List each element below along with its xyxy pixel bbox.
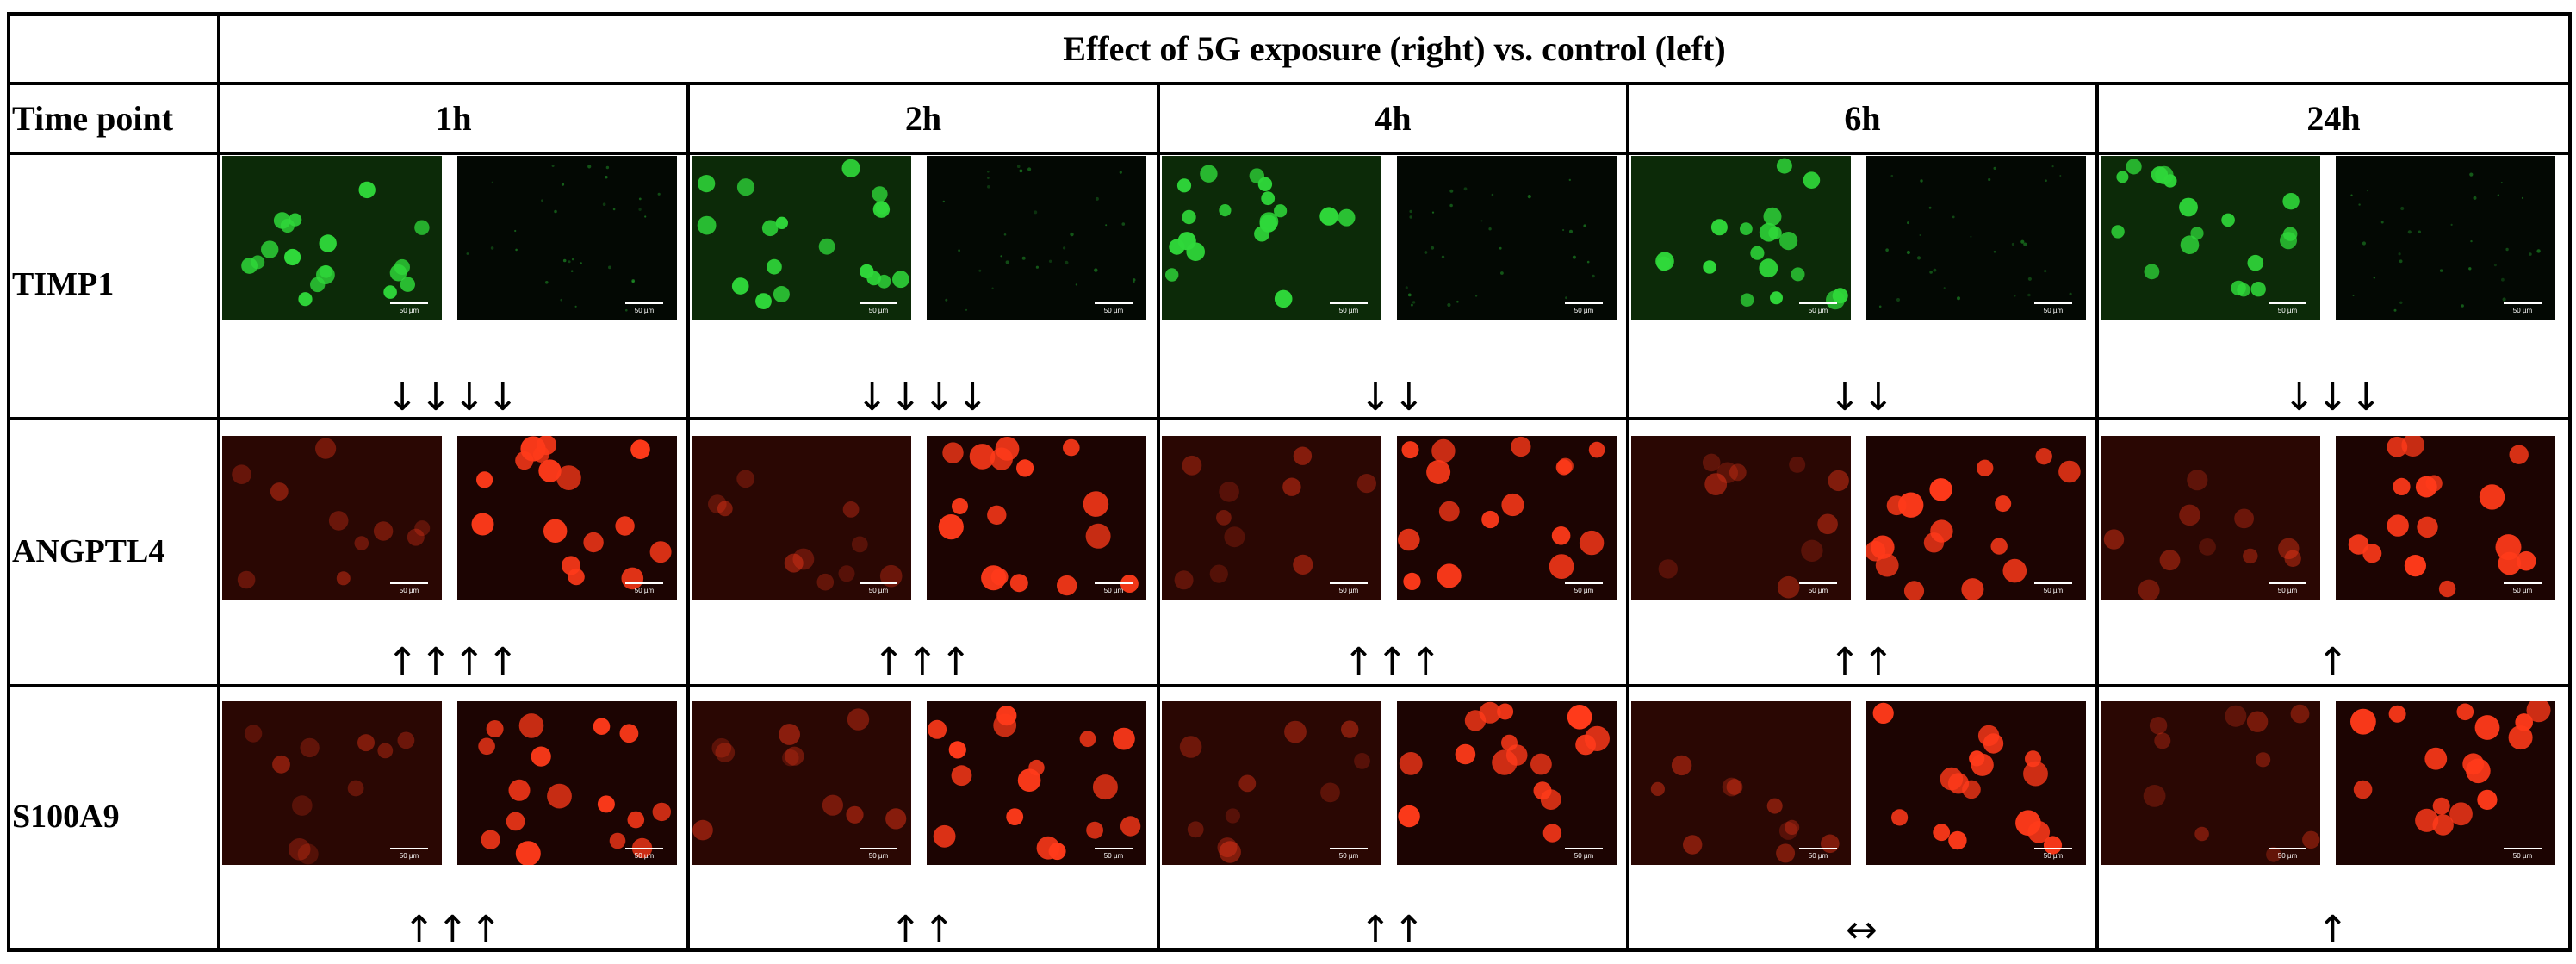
scale-bar-label: 50 µm <box>1104 587 1124 594</box>
micrograph-control: 50 µm <box>692 701 911 865</box>
scale-bar-label: 50 µm <box>1574 852 1594 860</box>
micrograph-exposed: 50 µm <box>1866 436 2086 600</box>
grid-line <box>217 12 220 952</box>
grid-line <box>2095 82 2099 952</box>
micrograph-exposed: 50 µm <box>927 701 1146 865</box>
arrow-indicator: ↑↑ <box>890 908 957 952</box>
scale-bar-label: 50 µm <box>400 587 419 594</box>
micrograph-exposed: 50 µm <box>2336 436 2555 600</box>
micrograph-exposed: 50 µm <box>457 156 677 320</box>
arrow-indicator: ↑↑↑ <box>403 908 504 952</box>
arrow-indicator: ↑↑↑↑ <box>386 640 521 684</box>
row-label-s100a9: S100A9 <box>12 799 120 835</box>
micrograph-exposed: 50 µm <box>457 436 677 600</box>
scale-bar-label: 50 µm <box>2513 307 2533 314</box>
scale-bar-label: 50 µm <box>400 307 419 314</box>
micrograph-exposed: 50 µm <box>1397 701 1617 865</box>
row-label-angptl4: ANGPTL4 <box>12 533 165 569</box>
scale-bar-label: 50 µm <box>1809 307 1828 314</box>
grid-line <box>7 417 2572 420</box>
micrograph-exposed: 50 µm <box>1866 701 2086 865</box>
micrograph-exposed: 50 µm <box>927 156 1146 320</box>
arrow-indicator: ↑↑ <box>1359 908 1427 952</box>
scale-bar-label: 50 µm <box>1809 852 1828 860</box>
scale-bar-label: 50 µm <box>635 587 655 594</box>
grid-line <box>1626 82 1629 952</box>
time-point-label: Time point <box>12 99 174 138</box>
time-point-24h: 24h <box>2306 99 2361 138</box>
grid-line <box>7 684 2572 687</box>
scale-bar-label: 50 µm <box>400 852 419 860</box>
scale-bar-label: 50 µm <box>2044 587 2064 594</box>
micrograph-control: 50 µm <box>222 701 442 865</box>
micrograph-control: 50 µm <box>2101 156 2320 320</box>
arrow-indicator: ↑ <box>2317 640 2350 684</box>
arrow-indicator: ↑ <box>2317 908 2350 952</box>
scale-bar-label: 50 µm <box>2278 587 2298 594</box>
micrograph-exposed: 50 µm <box>1397 436 1617 600</box>
arrow-indicator: ↑↑↑ <box>872 640 974 684</box>
time-point-2h: 2h <box>904 99 942 138</box>
grid-line <box>1157 82 1160 952</box>
scale-bar-label: 50 µm <box>1574 587 1594 594</box>
time-point-4h: 4h <box>1375 99 1412 138</box>
micrograph-control: 50 µm <box>2101 701 2320 865</box>
grid-line <box>7 12 2572 16</box>
scale-bar-label: 50 µm <box>1104 852 1124 860</box>
micrograph-control: 50 µm <box>1162 701 1381 865</box>
micrograph-exposed: 50 µm <box>1397 156 1617 320</box>
micrograph-exposed: 50 µm <box>927 436 1146 600</box>
scale-bar-label: 50 µm <box>1339 307 1359 314</box>
micrograph-control: 50 µm <box>222 436 442 600</box>
micrograph-control: 50 µm <box>222 156 442 320</box>
grid-line <box>2568 12 2572 952</box>
scale-bar-label: 50 µm <box>2278 852 2298 860</box>
scale-bar-label: 50 µm <box>1339 587 1359 594</box>
micrograph-control: 50 µm <box>692 436 911 600</box>
micrograph-control: 50 µm <box>1631 436 1851 600</box>
scale-bar-label: 50 µm <box>869 587 889 594</box>
scale-bar-label: 50 µm <box>2044 307 2064 314</box>
arrow-indicator: ↓↓ <box>1828 376 1896 420</box>
scale-bar-label: 50 µm <box>635 852 655 860</box>
scale-bar-label: 50 µm <box>2278 307 2298 314</box>
arrow-indicator: ↓↓↓ <box>2283 376 2384 420</box>
arrow-indicator: ↓↓↓↓ <box>856 376 990 420</box>
arrow-indicator: ↑↑↑ <box>1343 640 1443 684</box>
scale-bar-label: 50 µm <box>2513 852 2533 860</box>
grid-line <box>686 82 690 952</box>
scale-bar-label: 50 µm <box>1339 852 1359 860</box>
arrow-indicator: ↓↓↓↓ <box>386 376 521 420</box>
micrograph-exposed: 50 µm <box>1866 156 2086 320</box>
scale-bar-label: 50 µm <box>1574 307 1594 314</box>
scale-bar-label: 50 µm <box>1809 587 1828 594</box>
arrow-indicator: ↔ <box>1846 908 1879 952</box>
table-header: Effect of 5G exposure (right) vs. contro… <box>1063 29 1726 68</box>
micrograph-control: 50 µm <box>1162 436 1381 600</box>
grid-line <box>7 12 10 952</box>
micrograph-exposed: 50 µm <box>2336 701 2555 865</box>
micrograph-exposed: 50 µm <box>2336 156 2555 320</box>
micrograph-control: 50 µm <box>1162 156 1381 320</box>
arrow-indicator: ↑↑ <box>1828 640 1896 684</box>
grid-line <box>7 82 2572 85</box>
arrow-indicator: ↓↓ <box>1359 376 1427 420</box>
time-point-6h: 6h <box>1844 99 1881 138</box>
scale-bar-label: 50 µm <box>635 307 655 314</box>
scale-bar-label: 50 µm <box>2044 852 2064 860</box>
row-label-timp1: TIMP1 <box>12 266 115 302</box>
time-point-1h: 1h <box>435 99 472 138</box>
grid-line <box>7 152 2572 155</box>
grid-line <box>7 948 2572 952</box>
micrograph-exposed: 50 µm <box>457 701 677 865</box>
scale-bar-label: 50 µm <box>1104 307 1124 314</box>
scale-bar-label: 50 µm <box>2513 587 2533 594</box>
micrograph-control: 50 µm <box>692 156 911 320</box>
scale-bar-label: 50 µm <box>869 852 889 860</box>
scale-bar-label: 50 µm <box>869 307 889 314</box>
micrograph-control: 50 µm <box>2101 436 2320 600</box>
micrograph-control: 50 µm <box>1631 701 1851 865</box>
micrograph-control: 50 µm <box>1631 156 1851 320</box>
